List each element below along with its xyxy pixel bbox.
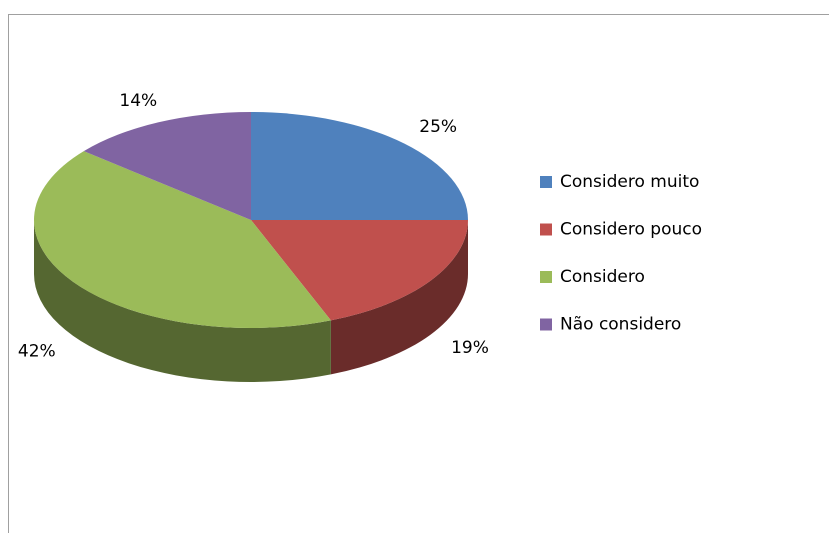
legend-label: Não considero (560, 315, 681, 335)
slice (251, 220, 468, 321)
slice (83, 112, 251, 220)
legend-swatch (540, 318, 552, 331)
legend-swatch (540, 223, 552, 236)
slice (33, 151, 331, 328)
data-label: 14% (119, 91, 157, 111)
legend-swatch (540, 271, 552, 283)
legend-label: Considero (560, 267, 645, 287)
slice (251, 112, 468, 220)
chart-border (8, 14, 829, 533)
legend-label: Considero muito (560, 172, 699, 192)
data-label: 19% (451, 338, 489, 358)
slice-side (34, 220, 331, 382)
data-label: 25% (419, 117, 457, 137)
slice-side (330, 220, 468, 375)
legend-swatch (540, 176, 552, 188)
legend-label: Considero pouco (560, 220, 702, 240)
data-label: 42% (18, 341, 56, 361)
